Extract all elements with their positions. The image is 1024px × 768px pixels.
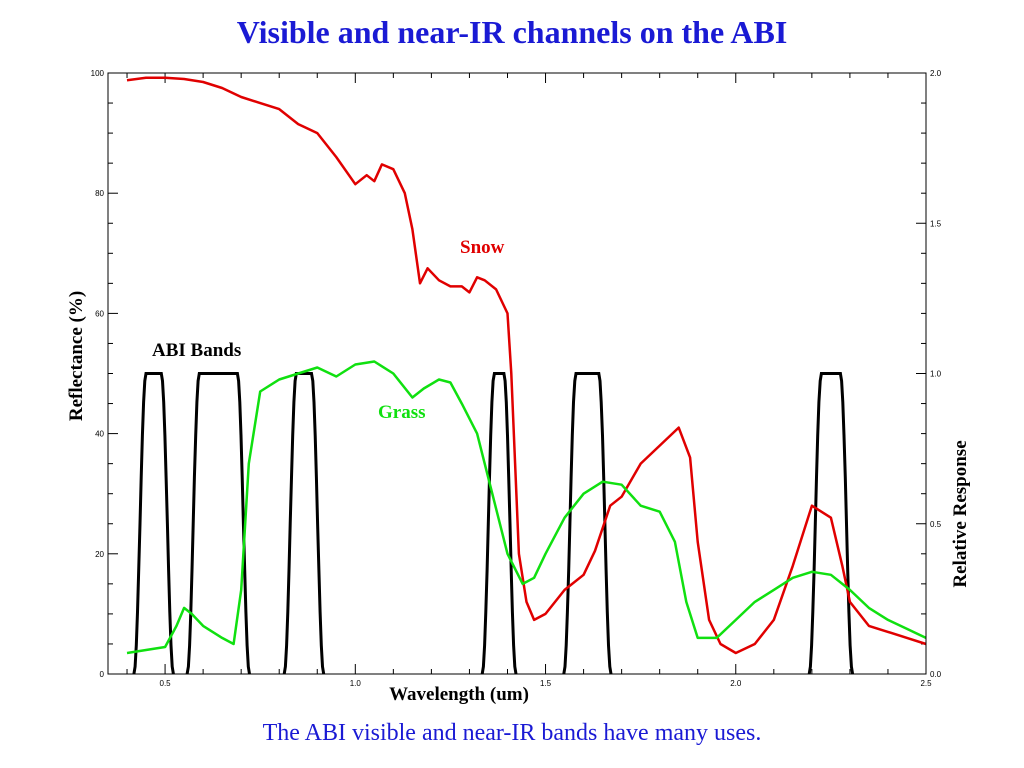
x-tick-label: 1.0 (350, 679, 362, 688)
spectral-chart: 0 20 40 60 80 100 0.0 0.5 1.0 1.5 2.0 0.5 1.0 1.5 2.0 2… (52, 56, 983, 707)
snow-reflectance-line (126, 76, 927, 655)
x-tick-label: 2.0 (730, 679, 742, 688)
slide-title: Visible and near-IR channels on the ABI (236, 14, 788, 50)
abi-band-curve (480, 372, 518, 675)
y2-tick-label: 0.0 (930, 670, 942, 679)
slide-caption: The ABI visible and near-IR bands have m… (262, 720, 762, 746)
y2-tick-label: 2.0 (930, 69, 942, 78)
y2-tick-label: 1.5 (930, 219, 942, 228)
bands-annotation: ABI Bands (152, 340, 241, 361)
y-tick-label: 20 (95, 550, 104, 559)
abi-band-curve (132, 372, 175, 675)
x-axis-label: Wavelength (um) (389, 684, 529, 705)
x-tick-label: 1.5 (540, 679, 552, 688)
y-tick-label: 60 (95, 309, 104, 318)
grass-reflectance-line (126, 360, 927, 655)
x-tick-label: 0.5 (160, 679, 172, 688)
chart-background (52, 56, 983, 707)
y-axis-label: Reflectance (%) (66, 291, 87, 421)
snow-annotation: Snow (460, 237, 505, 258)
y-tick-label: 100 (91, 69, 105, 78)
plot-frame (107, 72, 927, 675)
abi-band-curve (282, 372, 326, 675)
y2-tick-label: 0.5 (930, 520, 942, 529)
grass-annotation: Grass (378, 402, 426, 423)
x-tick-label: 2.5 (920, 679, 932, 688)
series-layer (126, 76, 927, 675)
y-tick-label: 80 (95, 189, 104, 198)
abi-band-curve (185, 372, 251, 675)
y2-axis-label: Relative Response (950, 440, 971, 587)
y2-tick-label: 1.0 (930, 370, 942, 379)
abi-band-curve (562, 372, 613, 675)
y-tick-label: 0 (100, 670, 105, 679)
y-tick-label: 40 (95, 430, 104, 439)
ticks-layer: 0 20 40 60 80 100 0.0 0.5 1.0 1.5 2.0 0.5 1.0 1.5 2.0 2… (91, 69, 942, 688)
